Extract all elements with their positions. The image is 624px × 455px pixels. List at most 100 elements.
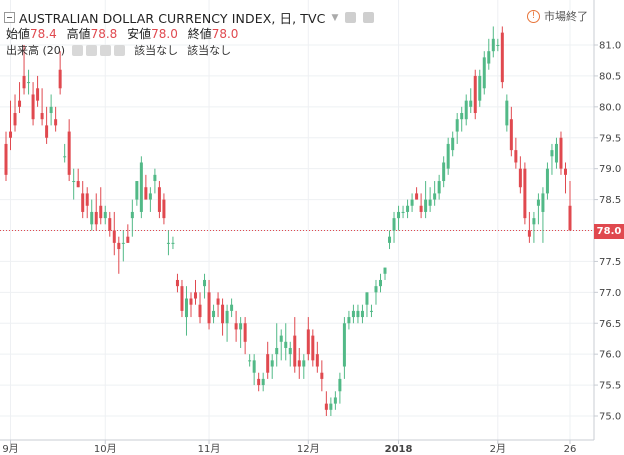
chart-title-row: AUSTRALIAN DOLLAR CURRENCY INDEX, 日, TVC… bbox=[4, 8, 375, 27]
candle-body bbox=[496, 45, 500, 46]
candle-body bbox=[4, 143, 8, 175]
candle-body bbox=[415, 193, 419, 200]
x-tick-label: 12月 bbox=[297, 443, 320, 455]
y-tick-label: 77.0 bbox=[599, 288, 621, 299]
candle-body bbox=[144, 187, 148, 200]
x-tick-label: 11月 bbox=[198, 443, 221, 455]
candle-body bbox=[157, 187, 161, 212]
candle-body bbox=[275, 347, 279, 355]
close-icon[interactable] bbox=[114, 44, 126, 56]
candle-body bbox=[261, 378, 265, 386]
chart-title: AUSTRALIAN DOLLAR CURRENCY INDEX, 日, TVC bbox=[19, 11, 326, 26]
candle-body bbox=[130, 211, 134, 219]
candles bbox=[4, 26, 572, 416]
y-tick-label: 80.0 bbox=[599, 102, 621, 113]
candle-body bbox=[18, 100, 22, 107]
candle-body bbox=[473, 75, 477, 114]
close-icon[interactable] bbox=[363, 12, 375, 23]
candle-body bbox=[36, 88, 40, 101]
x-tick-label: 26 bbox=[564, 444, 577, 455]
candle-body bbox=[333, 397, 337, 404]
candle-body bbox=[365, 292, 369, 305]
candle-body bbox=[58, 69, 62, 89]
candle-body bbox=[63, 156, 67, 158]
close-value: 78.0 bbox=[211, 27, 239, 41]
candle-body bbox=[563, 168, 567, 175]
y-tick-label: 78.5 bbox=[599, 195, 621, 206]
high-value: 78.8 bbox=[90, 27, 118, 41]
candle-body bbox=[99, 205, 103, 219]
settings-icon[interactable] bbox=[345, 12, 357, 23]
candle-body bbox=[306, 329, 310, 355]
candle-body bbox=[126, 236, 130, 243]
candle-body bbox=[388, 236, 392, 243]
open-value: 78.4 bbox=[30, 27, 57, 41]
candle-body bbox=[31, 94, 35, 120]
candle-body bbox=[482, 57, 486, 89]
candle-body bbox=[252, 360, 256, 373]
candle-body bbox=[383, 267, 387, 274]
candle-body bbox=[446, 143, 450, 169]
open-label: 始値 bbox=[6, 27, 31, 41]
candle-body bbox=[559, 137, 563, 169]
candle-body bbox=[315, 354, 319, 367]
candle-body bbox=[9, 131, 13, 138]
chart-grid bbox=[0, 0, 594, 440]
candle-body bbox=[554, 143, 558, 163]
eye-icon[interactable] bbox=[72, 44, 84, 56]
collapse-icon[interactable] bbox=[4, 12, 15, 23]
candle-body bbox=[112, 230, 116, 243]
y-tick-label: 79.0 bbox=[599, 164, 621, 175]
candle-body bbox=[279, 335, 283, 342]
candle-body bbox=[523, 168, 527, 219]
candle-body bbox=[216, 298, 220, 305]
candle-body bbox=[239, 323, 243, 330]
candle-body bbox=[541, 193, 545, 212]
candle-body bbox=[410, 199, 414, 206]
candle-body bbox=[212, 310, 216, 318]
y-tick-label: 77.5 bbox=[599, 257, 621, 268]
x-tick-label: 10月 bbox=[94, 443, 117, 455]
volume-value-1: 該当なし bbox=[134, 44, 179, 57]
candle-body bbox=[103, 211, 107, 219]
candle-body bbox=[162, 199, 166, 219]
candle-body bbox=[207, 292, 211, 324]
candle-body bbox=[148, 193, 152, 200]
candle-body bbox=[536, 199, 540, 206]
candle-body bbox=[288, 347, 292, 355]
candle-body bbox=[464, 100, 468, 120]
candle-body bbox=[356, 310, 360, 318]
candle-body bbox=[527, 230, 531, 237]
candle-body bbox=[40, 113, 44, 120]
candle-body bbox=[108, 218, 112, 231]
candle-body bbox=[428, 199, 432, 206]
candle-body bbox=[351, 310, 355, 318]
candle-body bbox=[194, 292, 198, 299]
candle-body bbox=[189, 298, 193, 305]
candle-body bbox=[442, 162, 446, 182]
candle-body bbox=[171, 242, 175, 244]
y-tick-label: 76.5 bbox=[599, 319, 621, 330]
high-label: 高値 bbox=[66, 27, 91, 41]
candle-body bbox=[455, 119, 459, 132]
ohlc-legend: 始値78.4 高値78.8 安値78.0 終値78.0 bbox=[6, 25, 244, 42]
candle-body bbox=[67, 131, 71, 175]
candle-body bbox=[568, 205, 572, 231]
candle-body bbox=[175, 279, 179, 287]
candle-body bbox=[320, 372, 324, 379]
candle-body bbox=[54, 119, 58, 126]
candle-body bbox=[184, 298, 188, 318]
candle-body bbox=[347, 317, 351, 324]
add-icon[interactable] bbox=[100, 44, 112, 56]
candle-body bbox=[85, 193, 89, 206]
candle-body bbox=[225, 310, 229, 324]
x-tick-label: 2月 bbox=[490, 443, 506, 455]
candle-body bbox=[90, 211, 94, 225]
caret-down-icon[interactable]: ▼ bbox=[331, 12, 339, 23]
settings-icon[interactable] bbox=[86, 44, 98, 56]
close-label: 終値 bbox=[187, 27, 212, 41]
candle-body bbox=[230, 304, 234, 311]
y-tick-label: 75.5 bbox=[599, 381, 621, 392]
y-tick-label: 79.5 bbox=[599, 133, 621, 144]
